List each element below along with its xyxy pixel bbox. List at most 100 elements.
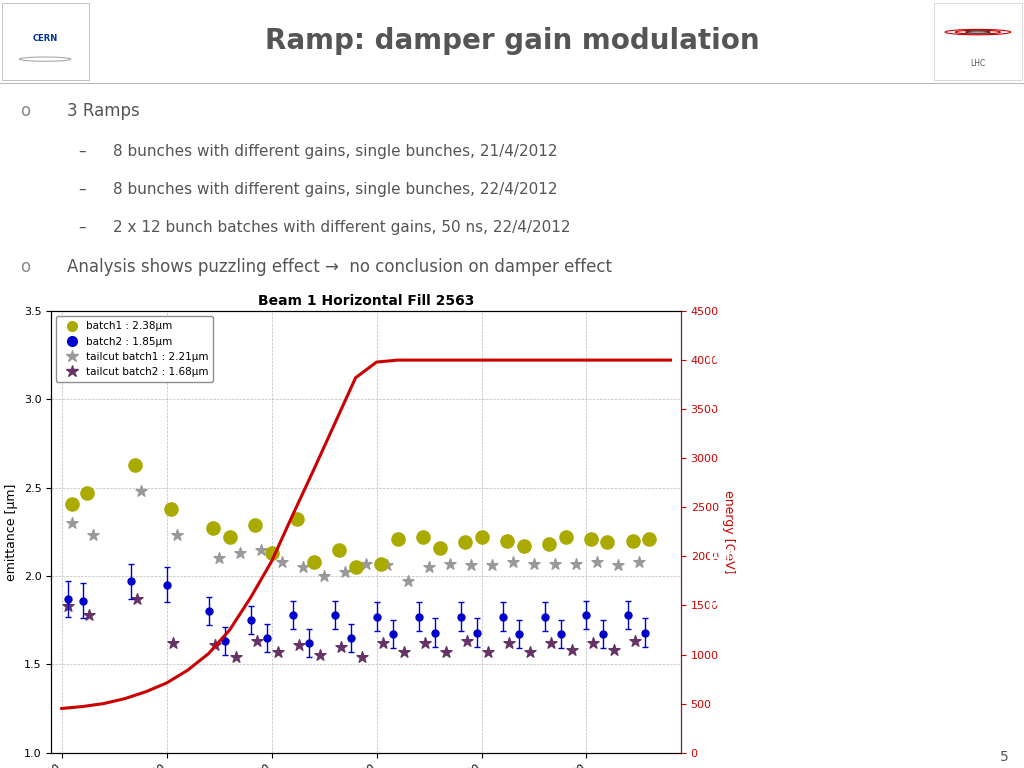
Bar bbox=[0, 83, 1024, 84]
Bar bbox=[0, 83, 1024, 84]
Point bbox=[543, 637, 559, 649]
Bar bbox=[0, 83, 1024, 84]
Text: 3 Ramps: 3 Ramps bbox=[67, 102, 139, 121]
Point bbox=[389, 533, 406, 545]
Bar bbox=[0, 83, 1024, 84]
Point bbox=[501, 637, 517, 649]
Point bbox=[459, 635, 475, 647]
Bar bbox=[0, 83, 1024, 84]
Point bbox=[337, 566, 353, 578]
Bar bbox=[0, 83, 1024, 84]
Point bbox=[85, 529, 101, 541]
Bar bbox=[0, 83, 1024, 84]
Bar bbox=[0, 83, 1024, 84]
Bar bbox=[0, 83, 1024, 84]
Bar bbox=[0, 83, 1024, 84]
Point bbox=[589, 556, 605, 568]
Bar bbox=[0, 83, 1024, 84]
Point bbox=[505, 556, 521, 568]
Point bbox=[395, 646, 412, 658]
Bar bbox=[0, 83, 1024, 84]
Text: –: – bbox=[78, 144, 86, 159]
Point bbox=[129, 593, 145, 605]
Point bbox=[331, 544, 347, 556]
Point bbox=[557, 531, 573, 543]
Point bbox=[269, 646, 286, 658]
Point bbox=[526, 558, 543, 570]
Bar bbox=[0, 83, 1024, 84]
Text: 8 bunches with different gains, single bunches, 21/4/2012: 8 bunches with different gains, single b… bbox=[113, 144, 557, 159]
Bar bbox=[0, 83, 1024, 84]
Y-axis label: energy [GeV]: energy [GeV] bbox=[723, 490, 735, 574]
Point bbox=[59, 600, 76, 612]
Bar bbox=[0, 83, 1024, 84]
Bar bbox=[0, 83, 1024, 84]
Point bbox=[81, 609, 97, 621]
Point bbox=[641, 533, 657, 545]
Point bbox=[63, 517, 81, 529]
Bar bbox=[0, 83, 1024, 84]
Bar bbox=[2, 2, 89, 81]
Point bbox=[631, 556, 647, 568]
Bar bbox=[0, 83, 1024, 84]
Point bbox=[221, 531, 238, 543]
Bar bbox=[0, 83, 1024, 84]
Point bbox=[567, 558, 584, 570]
Bar bbox=[0, 83, 1024, 84]
Point bbox=[347, 561, 364, 573]
Point bbox=[247, 518, 263, 531]
Bar bbox=[0, 83, 1024, 84]
Point bbox=[521, 646, 538, 658]
Bar bbox=[0, 83, 1024, 84]
Point bbox=[295, 561, 311, 573]
Bar bbox=[0, 83, 1024, 84]
Legend: batch1 : 2.38μm, batch2 : 1.85μm, tailcut batch1 : 2.21μm, tailcut batch2 : 1.68: batch1 : 2.38μm, batch2 : 1.85μm, tailcu… bbox=[56, 316, 213, 382]
Point bbox=[163, 503, 179, 515]
Point bbox=[541, 538, 557, 551]
Text: Analysis shows puzzling effect →  no conclusion on damper effect: Analysis shows puzzling effect → no conc… bbox=[67, 258, 611, 276]
Point bbox=[231, 547, 249, 559]
Point bbox=[379, 559, 395, 571]
Bar bbox=[0, 83, 1024, 84]
Bar bbox=[0, 83, 1024, 84]
Bar bbox=[0, 83, 1024, 84]
Bar bbox=[0, 83, 1024, 84]
Text: o: o bbox=[20, 258, 31, 276]
Text: CERN: CERN bbox=[33, 34, 57, 42]
Bar bbox=[0, 83, 1024, 84]
Bar bbox=[0, 83, 1024, 84]
Point bbox=[585, 637, 601, 649]
Point bbox=[375, 637, 391, 649]
Point bbox=[207, 639, 223, 651]
Point bbox=[127, 458, 143, 471]
Bar bbox=[0, 83, 1024, 84]
Point bbox=[599, 536, 615, 548]
Point bbox=[289, 513, 305, 525]
Bar bbox=[0, 83, 1024, 84]
Bar bbox=[0, 83, 1024, 84]
Text: –: – bbox=[78, 220, 86, 234]
Point bbox=[79, 487, 95, 499]
Bar bbox=[0, 83, 1024, 84]
Bar bbox=[0, 83, 1024, 84]
Point bbox=[473, 531, 489, 543]
Point bbox=[305, 556, 322, 568]
Bar bbox=[0, 83, 1024, 84]
Bar bbox=[0, 83, 1024, 84]
Bar bbox=[0, 83, 1024, 84]
Bar bbox=[0, 83, 1024, 84]
Text: Measured betas taken
into account:
Emittances shrinking
through the ramp!!: Measured betas taken into account: Emitt… bbox=[708, 324, 916, 413]
Bar bbox=[0, 83, 1024, 84]
Bar bbox=[0, 83, 1024, 84]
Point bbox=[353, 651, 370, 664]
Point bbox=[291, 639, 307, 651]
Point bbox=[627, 635, 643, 647]
Point bbox=[547, 558, 563, 570]
Bar bbox=[0, 83, 1024, 84]
Point bbox=[333, 641, 349, 653]
Point bbox=[263, 547, 280, 559]
Bar bbox=[0, 83, 1024, 84]
Bar bbox=[0, 83, 1024, 84]
Point bbox=[479, 646, 496, 658]
Point bbox=[421, 561, 437, 573]
